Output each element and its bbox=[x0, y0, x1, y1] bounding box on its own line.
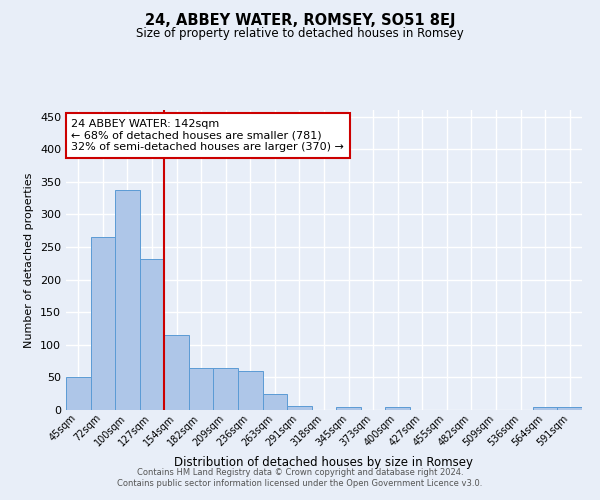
Text: 24, ABBEY WATER, ROMSEY, SO51 8EJ: 24, ABBEY WATER, ROMSEY, SO51 8EJ bbox=[145, 12, 455, 28]
Bar bbox=[91, 237, 115, 410]
Bar bbox=[263, 394, 287, 410]
Bar bbox=[115, 190, 140, 410]
Bar bbox=[214, 368, 238, 410]
Bar bbox=[140, 258, 164, 410]
Y-axis label: Number of detached properties: Number of detached properties bbox=[25, 172, 34, 348]
Bar bbox=[385, 408, 410, 410]
Bar bbox=[557, 408, 582, 410]
Bar bbox=[336, 408, 361, 410]
X-axis label: Distribution of detached houses by size in Romsey: Distribution of detached houses by size … bbox=[175, 456, 473, 469]
Bar bbox=[238, 371, 263, 410]
Bar bbox=[66, 378, 91, 410]
Bar bbox=[287, 406, 312, 410]
Text: Size of property relative to detached houses in Romsey: Size of property relative to detached ho… bbox=[136, 28, 464, 40]
Bar bbox=[164, 335, 189, 410]
Bar bbox=[533, 408, 557, 410]
Text: Contains HM Land Registry data © Crown copyright and database right 2024.
Contai: Contains HM Land Registry data © Crown c… bbox=[118, 468, 482, 487]
Bar bbox=[189, 368, 214, 410]
Text: 24 ABBEY WATER: 142sqm
← 68% of detached houses are smaller (781)
32% of semi-de: 24 ABBEY WATER: 142sqm ← 68% of detached… bbox=[71, 119, 344, 152]
